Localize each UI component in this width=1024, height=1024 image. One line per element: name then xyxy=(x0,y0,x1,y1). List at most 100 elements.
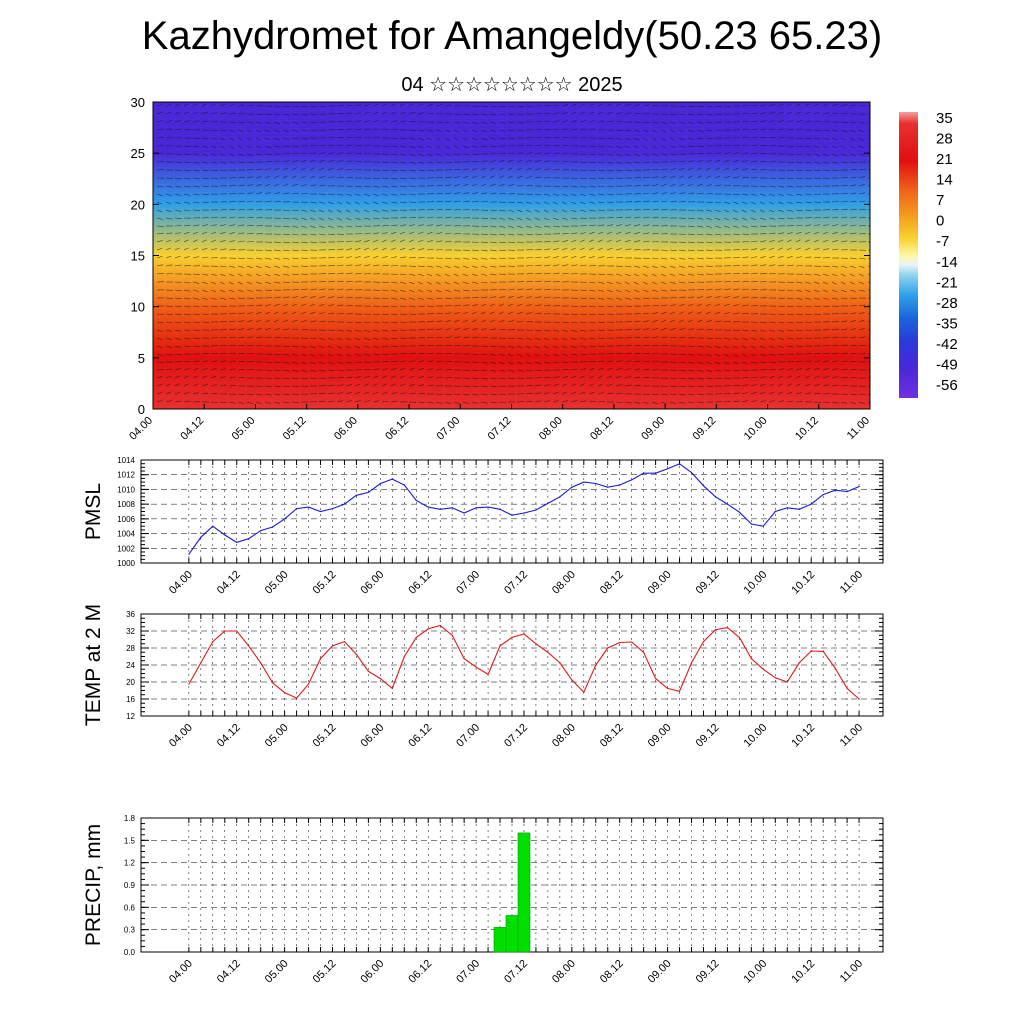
heatmap-panel: 0 5 10 15 20 25 30 04.00 04.12 05.00 05.12 06.00 06.… xyxy=(127,95,958,443)
x-tick-label: 04.00 xyxy=(167,958,195,986)
x-tick-label: 04.12 xyxy=(215,569,243,597)
x-tick-label: 08.12 xyxy=(598,722,626,750)
plot-frame xyxy=(140,459,884,564)
data-point xyxy=(571,679,573,681)
data-point xyxy=(810,650,812,652)
x-tick-label: 10.00 xyxy=(742,415,770,443)
data-point xyxy=(786,507,788,509)
y-tick-label: 1008 xyxy=(117,500,135,509)
data-point xyxy=(547,651,549,653)
data-point xyxy=(559,496,561,498)
data-point xyxy=(260,530,262,532)
x-tick-label: 09.00 xyxy=(646,958,674,986)
data-point xyxy=(810,503,812,505)
data-point xyxy=(511,636,513,639)
x-tick-label: 04.12 xyxy=(215,722,243,750)
y-tick-label: 20 xyxy=(126,678,135,687)
y-tick-label: 0.9 xyxy=(124,881,136,890)
colorbar-label: -42 xyxy=(936,336,958,353)
data-point xyxy=(188,553,190,555)
x-tick-label: 05.12 xyxy=(311,958,339,986)
data-point xyxy=(463,658,465,660)
data-point xyxy=(619,641,621,644)
data-point xyxy=(188,683,190,685)
data-point xyxy=(786,681,788,683)
y-tick-label: 0.3 xyxy=(124,926,136,935)
y-tick-label: 15 xyxy=(131,249,145,264)
data-point xyxy=(858,698,860,700)
data-point xyxy=(774,677,776,679)
x-tick-label: 07.00 xyxy=(434,415,462,443)
data-point xyxy=(415,499,417,502)
data-point xyxy=(523,633,525,635)
colorbar-label: -14 xyxy=(936,254,958,271)
y-tick-label: 12 xyxy=(126,712,135,721)
data-point xyxy=(367,670,369,673)
x-tick-label: 05.00 xyxy=(263,569,291,597)
data-point xyxy=(224,630,226,632)
precip-bar xyxy=(505,915,519,953)
x-tick-label: 04.00 xyxy=(167,722,195,750)
data-point xyxy=(391,478,393,480)
y-tick-label: 0 xyxy=(138,402,145,417)
x-tick-label: 08.12 xyxy=(588,415,616,443)
data-point xyxy=(319,510,322,513)
data-point xyxy=(487,506,489,508)
data-point xyxy=(355,653,357,656)
data-point xyxy=(846,491,848,493)
data-point xyxy=(427,628,429,630)
x-tick-label: 05.12 xyxy=(281,415,309,443)
data-point xyxy=(284,518,286,520)
y-tick-label: 16 xyxy=(126,695,135,704)
data-point xyxy=(200,662,202,664)
data-point xyxy=(547,502,549,504)
y-tick-label: 30 xyxy=(131,95,145,110)
data-point xyxy=(655,678,657,680)
y-tick-label: 5 xyxy=(138,351,145,366)
data-point xyxy=(272,526,274,528)
y-axis-title: PRECIP, mm xyxy=(82,824,105,946)
x-tick-label: 06.00 xyxy=(359,722,387,750)
x-tick-label: 05.12 xyxy=(311,569,339,597)
y-tick-label: 1010 xyxy=(117,485,135,494)
data-point xyxy=(248,538,250,540)
data-point xyxy=(451,507,453,509)
data-point xyxy=(296,508,298,510)
pmsl-panel: 04.00 04.12 05.00 05.12 06.00 06.12 07.00 07.12… xyxy=(82,456,884,597)
x-tick-label: 09.12 xyxy=(694,569,722,597)
data-point xyxy=(379,678,381,680)
colorbar xyxy=(899,112,918,398)
data-point xyxy=(798,508,800,510)
x-tick-label: 09.12 xyxy=(691,415,719,443)
y-tick-label: 1014 xyxy=(117,456,135,465)
data-point xyxy=(391,687,393,690)
data-point xyxy=(343,503,346,505)
data-point xyxy=(607,647,609,649)
x-tick-label: 07.00 xyxy=(454,569,482,597)
colorbar-label: 35 xyxy=(936,110,953,127)
data-point xyxy=(331,508,334,510)
data-point xyxy=(702,641,705,643)
colorbar-label: 0 xyxy=(936,213,944,230)
temperature-panel: 04.00 04.12 05.00 05.12 06.00 06.12 07.00 07.12… xyxy=(82,604,884,750)
data-point xyxy=(296,697,298,699)
data-point xyxy=(260,662,262,664)
data-point xyxy=(307,506,310,508)
colorbar-label: -49 xyxy=(936,356,958,373)
data-point xyxy=(475,666,477,668)
data-point xyxy=(858,485,860,488)
y-tick-label: 28 xyxy=(126,644,135,653)
data-point xyxy=(379,482,381,485)
x-tick-label: 05.00 xyxy=(230,415,258,443)
x-tick-label: 08.00 xyxy=(550,722,578,750)
y-tick-label: 0.0 xyxy=(124,948,136,957)
data-point xyxy=(355,494,357,496)
y-tick-label: 1.5 xyxy=(124,836,136,845)
x-tick-label: 06.12 xyxy=(406,722,434,750)
x-tick-label: 08.00 xyxy=(537,415,565,443)
x-tick-label: 11.00 xyxy=(838,722,865,749)
data-point xyxy=(762,668,764,670)
data-point xyxy=(834,667,836,669)
data-point xyxy=(427,506,429,508)
